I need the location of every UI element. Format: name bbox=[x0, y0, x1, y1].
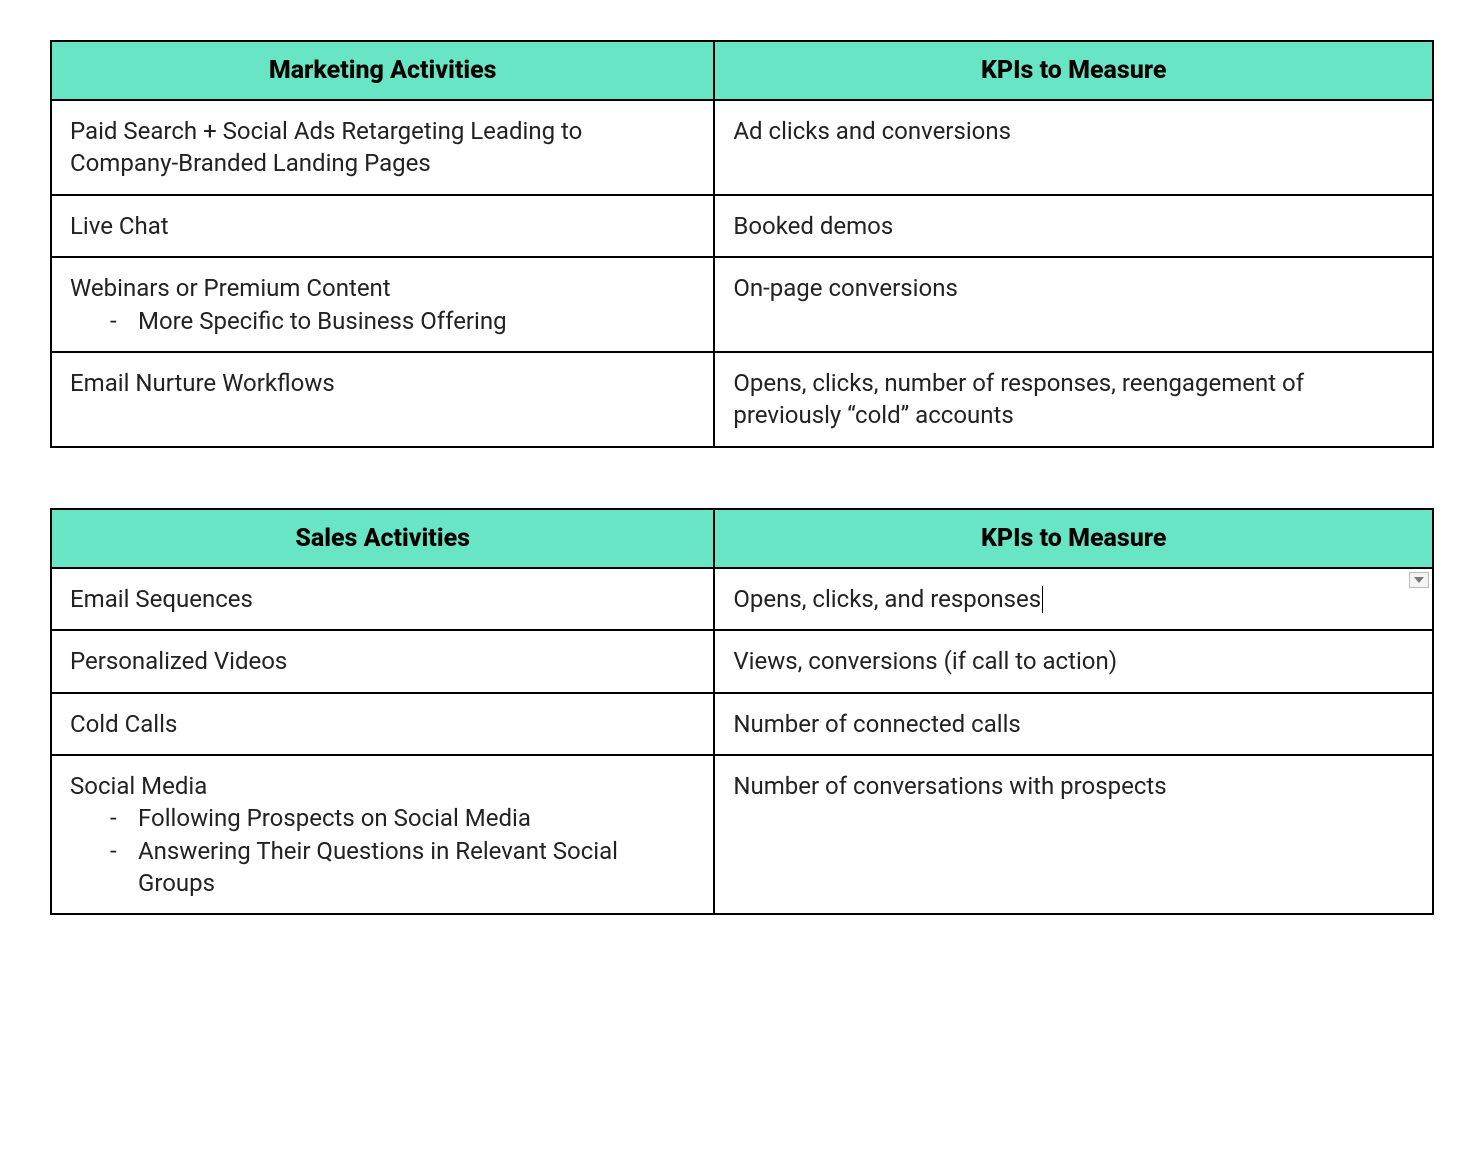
kpi-cell[interactable]: Opens, clicks, and responses bbox=[714, 568, 1433, 630]
kpi-text: Opens, clicks, and responses bbox=[733, 585, 1041, 613]
table-header-row: Marketing Activities KPIs to Measure bbox=[51, 41, 1433, 100]
sublist-item: More Specific to Business Offering bbox=[110, 305, 695, 337]
activity-cell: Live Chat bbox=[51, 195, 714, 257]
table-row: Personalized Videos Views, conversions (… bbox=[51, 630, 1433, 692]
kpi-cell: Booked demos bbox=[714, 195, 1433, 257]
activity-title: Social Media bbox=[70, 772, 207, 800]
kpi-cell: Number of conversations with prospects bbox=[714, 755, 1433, 915]
table-header-row: Sales Activities KPIs to Measure bbox=[51, 509, 1433, 568]
column-header-kpis: KPIs to Measure bbox=[714, 509, 1433, 568]
kpi-cell: Ad clicks and conversions bbox=[714, 100, 1433, 195]
kpi-cell: On-page conversions bbox=[714, 257, 1433, 352]
table-row: Cold Calls Number of connected calls bbox=[51, 693, 1433, 755]
activity-cell: Email Nurture Workflows bbox=[51, 352, 714, 447]
activity-cell: Cold Calls bbox=[51, 693, 714, 755]
cell-dropdown-handle[interactable] bbox=[1409, 572, 1429, 588]
sublist-item: Following Prospects on Social Media bbox=[110, 802, 695, 834]
kpi-cell: Number of connected calls bbox=[714, 693, 1433, 755]
column-header-kpis: KPIs to Measure bbox=[714, 41, 1433, 100]
text-cursor-icon bbox=[1042, 586, 1043, 612]
activity-cell: Personalized Videos bbox=[51, 630, 714, 692]
table-row: Social Media Following Prospects on Soci… bbox=[51, 755, 1433, 915]
table-row: Paid Search + Social Ads Retargeting Lea… bbox=[51, 100, 1433, 195]
marketing-activities-table: Marketing Activities KPIs to Measure Pai… bbox=[50, 40, 1434, 448]
table-row: Live Chat Booked demos bbox=[51, 195, 1433, 257]
activity-sublist: Following Prospects on Social Media Answ… bbox=[70, 802, 695, 899]
activity-cell: Email Sequences bbox=[51, 568, 714, 630]
activity-sublist: More Specific to Business Offering bbox=[70, 305, 695, 337]
table-row: Webinars or Premium Content More Specifi… bbox=[51, 257, 1433, 352]
sales-activities-table: Sales Activities KPIs to Measure Email S… bbox=[50, 508, 1434, 916]
column-header-activities: Marketing Activities bbox=[51, 41, 714, 100]
activity-cell: Paid Search + Social Ads Retargeting Lea… bbox=[51, 100, 714, 195]
kpi-cell: Views, conversions (if call to action) bbox=[714, 630, 1433, 692]
kpi-cell: Opens, clicks, number of responses, reen… bbox=[714, 352, 1433, 447]
column-header-activities: Sales Activities bbox=[51, 509, 714, 568]
activity-cell: Social Media Following Prospects on Soci… bbox=[51, 755, 714, 915]
table-row: Email Nurture Workflows Opens, clicks, n… bbox=[51, 352, 1433, 447]
sublist-item: Answering Their Questions in Relevant So… bbox=[110, 835, 695, 900]
chevron-down-icon bbox=[1414, 577, 1424, 583]
activity-cell: Webinars or Premium Content More Specifi… bbox=[51, 257, 714, 352]
activity-title: Webinars or Premium Content bbox=[70, 274, 391, 302]
table-row: Email Sequences Opens, clicks, and respo… bbox=[51, 568, 1433, 630]
